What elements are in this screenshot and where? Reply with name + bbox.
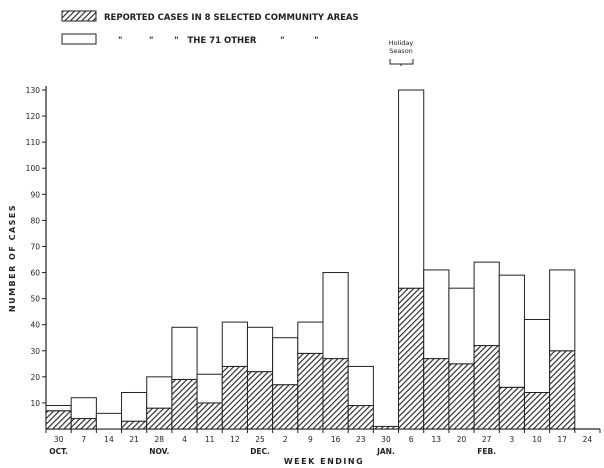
bar-other-areas [498, 274, 525, 388]
y-axis-ticks: 10 20 30 40 50 60 70 80 90 100 110 120 130 [26, 86, 46, 408]
bar-other-areas [121, 391, 148, 422]
bar-selected-areas [322, 358, 349, 430]
bar-other-areas [448, 287, 475, 365]
x-tick-label: 25 [255, 435, 265, 444]
y-tick-label: 10 [30, 399, 40, 408]
bar-selected-areas [498, 386, 525, 430]
x-tick-label: 11 [205, 435, 215, 444]
bar-other-areas [221, 321, 248, 367]
holiday-annotation: Holiday Season [389, 39, 414, 66]
bar-other-areas [246, 326, 274, 373]
x-tick-label: 13 [432, 435, 442, 444]
bar-other-areas [171, 326, 198, 380]
y-axis-label: NUMBER OF CASES [8, 204, 17, 312]
x-tick-label: 6 [409, 435, 414, 444]
bar-other-areas [95, 412, 123, 430]
bar-other-areas [398, 89, 425, 289]
bar-selected-areas [70, 418, 97, 430]
bar-selected-areas [398, 287, 425, 430]
y-tick-label: 110 [26, 138, 41, 147]
x-axis-label: WEEK ENDING [284, 457, 364, 466]
y-tick-label: 90 [30, 190, 40, 199]
x-tick-label: 14 [104, 435, 114, 444]
month-label: DEC. [250, 447, 270, 456]
legend-label-selected-areas: REPORTED CASES IN 8 SELECTED COMMUNITY A… [104, 13, 359, 23]
x-tick-label: 21 [129, 435, 139, 444]
x-axis-ticks: 30 7 14 21 28 4 11 12 25 2 9 16 23 30 6 13 20 27 3 10 17 24 [45, 429, 601, 444]
x-tick-label: 16 [331, 435, 341, 444]
y-tick-label: 20 [30, 373, 40, 382]
month-labels: OCT. NOV. DEC. JAN. FEB. [49, 447, 496, 456]
legend-label-other-areas: " " " THE 71 OTHER " " [118, 36, 319, 46]
x-tick-label: 28 [155, 435, 165, 444]
month-label: OCT. [49, 447, 68, 456]
bar-selected-areas [146, 407, 173, 430]
month-label: NOV. [149, 447, 169, 456]
bar-other-areas [473, 261, 500, 347]
legend-swatch-hatched [61, 10, 97, 22]
bar-selected-areas [523, 391, 551, 430]
month-label: FEB. [477, 447, 496, 456]
y-tick-label: 80 [30, 216, 40, 225]
x-tick-label: 23 [356, 435, 366, 444]
bar-other-areas [322, 272, 349, 360]
bar-other-areas [347, 365, 374, 407]
bar-selected-areas [272, 384, 299, 430]
x-tick-label: 10 [532, 435, 542, 444]
bar-selected-areas [297, 352, 324, 430]
bar-other-areas [549, 269, 576, 352]
bar-other-areas [523, 318, 551, 393]
y-tick-label: 130 [26, 86, 41, 95]
x-tick-label: 30 [54, 435, 64, 444]
bar-selected-areas [549, 350, 576, 430]
holiday-label-line2: Season [389, 47, 413, 55]
y-tick-label: 60 [30, 269, 40, 278]
bar-other-areas [70, 397, 97, 420]
legend-swatch-open [61, 33, 97, 45]
bar-selected-areas [121, 420, 148, 430]
bar-other-areas [297, 321, 324, 354]
holiday-label-line1: Holiday [389, 39, 414, 47]
x-tick-label: 9 [308, 435, 313, 444]
bar-other-areas [45, 405, 72, 412]
bar-selected-areas [448, 363, 475, 430]
bar-selected-areas [423, 358, 450, 430]
x-tick-label: 17 [557, 435, 567, 444]
legend: REPORTED CASES IN 8 SELECTED COMMUNITY A… [61, 10, 359, 46]
bar-other-areas [196, 373, 223, 404]
x-tick-label: 20 [457, 435, 467, 444]
y-tick-label: 100 [26, 164, 41, 173]
bar-selected-areas [473, 345, 500, 430]
y-tick-label: 30 [30, 347, 40, 356]
bar-selected-areas [196, 402, 223, 430]
x-tick-label: 12 [230, 435, 240, 444]
bar-selected-areas [45, 410, 72, 430]
bar-other-areas [272, 337, 299, 386]
y-tick-label: 120 [26, 112, 41, 121]
x-tick-label: 27 [482, 435, 492, 444]
y-tick-label: 40 [30, 321, 40, 330]
holiday-bracket [389, 59, 414, 66]
bar-selected-areas [221, 365, 248, 430]
bar-other-areas [423, 269, 450, 360]
x-tick-label: 4 [182, 435, 187, 444]
x-tick-label: 7 [81, 435, 86, 444]
x-tick-label: 24 [583, 435, 593, 444]
x-tick-label: 30 [381, 435, 391, 444]
y-tick-label: 50 [30, 295, 40, 304]
bars [45, 89, 576, 430]
bar-selected-areas [246, 371, 274, 430]
x-tick-label: 2 [283, 435, 288, 444]
month-label: JAN. [376, 447, 395, 456]
x-tick-label: 3 [509, 435, 514, 444]
y-tick-label: 70 [30, 242, 40, 251]
bar-selected-areas [347, 405, 374, 430]
bar-selected-areas [372, 425, 400, 430]
bar-selected-areas [171, 378, 198, 430]
bar-other-areas [146, 376, 173, 409]
